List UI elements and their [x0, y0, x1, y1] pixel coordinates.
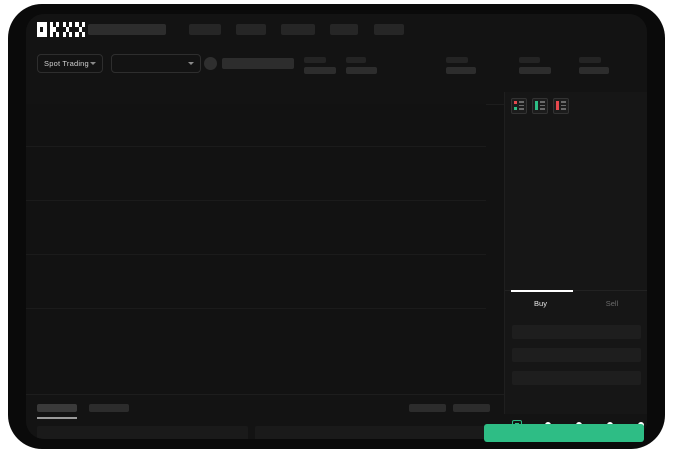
bottom-content-left: [37, 426, 248, 439]
nav-item-4[interactable]: [330, 24, 358, 35]
stat-1-value: [304, 67, 336, 74]
price-chart[interactable]: [26, 104, 486, 394]
nav-item-1[interactable]: [189, 24, 221, 35]
stat-5-label: [579, 57, 601, 63]
order-field-2[interactable]: [512, 348, 641, 362]
stat-5-value: [579, 67, 609, 74]
buy-sell-tabs: Buy Sell: [505, 290, 647, 317]
tab-buy[interactable]: Buy: [534, 299, 547, 308]
chevron-down-icon: [188, 62, 194, 65]
nav-item-2[interactable]: [236, 24, 266, 35]
primary-cta-button[interactable]: [484, 424, 644, 442]
market-type-selector[interactable]: Spot Trading: [37, 54, 103, 73]
bottom-action-2[interactable]: [453, 404, 490, 412]
global-search-input[interactable]: [88, 24, 166, 35]
stat-2-value: [346, 67, 377, 74]
bottom-tab-1[interactable]: [37, 404, 77, 412]
bottom-content-right: [255, 426, 493, 439]
stat-4-label: [519, 57, 540, 63]
stat-4-value: [519, 67, 551, 74]
orderbook-bids-icon[interactable]: [532, 98, 548, 114]
market-type-label: Spot Trading: [44, 59, 89, 68]
bottom-orders-panel: [26, 394, 504, 439]
active-tab-indicator: [511, 290, 573, 292]
bottom-action-1[interactable]: [409, 404, 446, 412]
top-navigation-bar: [26, 14, 647, 46]
orderbook-asks-icon[interactable]: [553, 98, 569, 114]
order-field-1[interactable]: [512, 325, 641, 339]
bottom-active-tab-indicator: [37, 417, 77, 419]
stat-3-value: [446, 67, 476, 74]
last-price-value: [222, 58, 294, 69]
stat-2-label: [346, 57, 366, 63]
stat-3-label: [446, 57, 468, 63]
trading-pair-selector[interactable]: [111, 54, 201, 73]
orderbook-panel: Buy Sell: [504, 92, 647, 414]
market-sub-header: Spot Trading: [26, 46, 647, 83]
orderbook-both-icon[interactable]: [511, 98, 527, 114]
bottom-tab-2[interactable]: [89, 404, 129, 412]
nav-item-5[interactable]: [374, 24, 404, 35]
nav-item-3[interactable]: [281, 24, 315, 35]
order-field-3[interactable]: [512, 371, 641, 385]
orderbook-view-toggles: [511, 98, 569, 114]
coin-avatar: [204, 57, 217, 70]
market-depth-overlay: [451, 112, 511, 350]
tab-sell[interactable]: Sell: [605, 299, 619, 308]
chevron-down-icon: [90, 62, 96, 65]
tablet-screen: Spot Trading: [26, 14, 647, 439]
stat-1-label: [304, 57, 326, 63]
okx-logo[interactable]: [37, 22, 85, 37]
